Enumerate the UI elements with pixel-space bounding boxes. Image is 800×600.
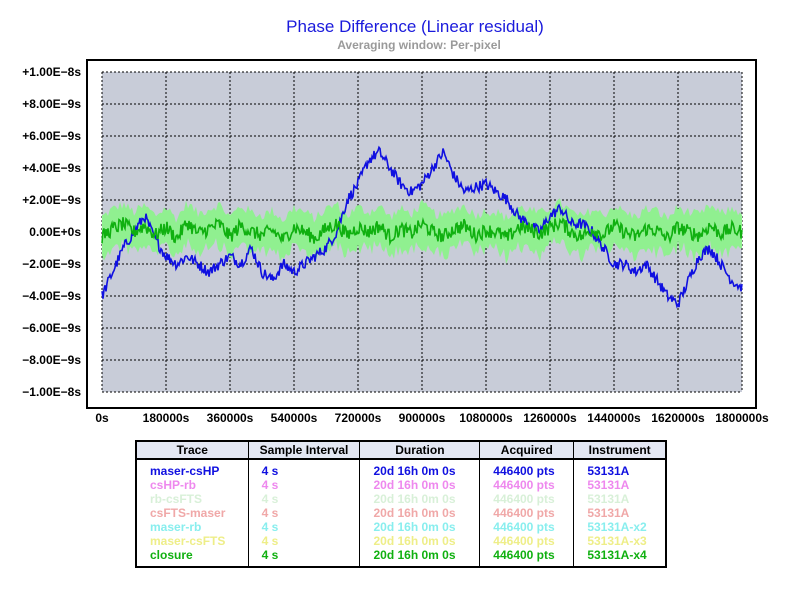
legend-row: maser-csHP 4 s 20d 16h 0m 0s 446400 pts 5313… <box>136 459 666 478</box>
x-tick-label: 360000s <box>207 411 254 425</box>
legend-header-interval: Sample Interval <box>247 441 360 460</box>
legend-cell-trace: csHP-rb <box>136 478 249 492</box>
legend-cell-interval: 4 s <box>247 520 360 534</box>
legend-header-row: Trace Sample Interval Duration Acquired … <box>136 441 666 460</box>
legend-cell-interval: 4 s <box>247 534 360 548</box>
x-tick-label: 540000s <box>271 411 318 425</box>
legend-cell-duration: 20d 16h 0m 0s <box>359 534 480 548</box>
legend-cell-acquired: 446400 pts <box>479 534 574 548</box>
y-tick-label: +8.00E−9s <box>22 97 81 111</box>
legend-row: maser-csFTS 4 s 20d 16h 0m 0s 446400 pts 531… <box>136 534 666 548</box>
legend-cell-acquired: 446400 pts <box>479 548 574 567</box>
legend-cell-trace: csFTS-maser <box>136 506 249 520</box>
legend-cell-interval: 4 s <box>247 492 360 506</box>
x-tick-label: 0s <box>95 411 109 425</box>
series-lines <box>101 145 743 309</box>
legend-cell-acquired: 446400 pts <box>479 478 574 492</box>
legend-cell-trace: rb-csFTS <box>136 492 249 506</box>
y-tick-label: −6.00E−9s <box>22 321 81 335</box>
x-tick-label: 1440000s <box>587 411 641 425</box>
y-tick-label: −2.00E−9s <box>22 257 81 271</box>
closure-band <box>102 198 742 264</box>
legend-body: maser-csHP 4 s 20d 16h 0m 0s 446400 pts 5313… <box>136 459 666 567</box>
y-tick-label: −1.00E−8s <box>22 385 81 399</box>
legend-cell-interval: 4 s <box>247 459 360 478</box>
legend-cell-duration: 20d 16h 0m 0s <box>359 459 480 478</box>
legend-cell-duration: 20d 16h 0m 0s <box>359 548 480 567</box>
x-tick-label: 1260000s <box>523 411 577 425</box>
legend-header-instrument: Instrument <box>573 441 666 460</box>
x-tick-label: 1620000s <box>651 411 705 425</box>
legend-header-acquired: Acquired <box>479 441 574 460</box>
legend-cell-trace: maser-rb <box>136 520 249 534</box>
series-line-maser-csHP <box>101 145 743 309</box>
y-tick-label: +1.00E−8s <box>22 65 81 79</box>
legend-cell-duration: 20d 16h 0m 0s <box>359 506 480 520</box>
legend-cell-instrument: 53131A-x3 <box>573 534 666 548</box>
x-tick-label: 900000s <box>399 411 446 425</box>
legend-cell-trace: maser-csHP <box>136 459 249 478</box>
legend-table: Trace Sample Interval Duration Acquired … <box>135 440 667 568</box>
legend-cell-instrument: 53131A <box>573 492 666 506</box>
legend-cell-duration: 20d 16h 0m 0s <box>359 478 480 492</box>
legend-cell-acquired: 446400 pts <box>479 520 574 534</box>
y-tick-label: +6.00E−9s <box>22 129 81 143</box>
legend-cell-instrument: 53131A <box>573 459 666 478</box>
legend-row: csHP-rb 4 s 20d 16h 0m 0s 446400 pts 53131A <box>136 478 666 492</box>
y-tick-label: 0.00E+0s <box>29 225 81 239</box>
legend-header-trace: Trace <box>136 441 249 460</box>
legend-cell-interval: 4 s <box>247 548 360 567</box>
legend-cell-interval: 4 s <box>247 478 360 492</box>
legend-cell-trace: closure <box>136 548 249 567</box>
legend-cell-duration: 20d 16h 0m 0s <box>359 492 480 506</box>
legend-row: csFTS-maser 4 s 20d 16h 0m 0s 446400 pts 531… <box>136 506 666 520</box>
legend-cell-instrument: 53131A <box>573 506 666 520</box>
y-tick-label: −8.00E−9s <box>22 353 81 367</box>
legend-row: rb-csFTS 4 s 20d 16h 0m 0s 446400 pts 53131A <box>136 492 666 506</box>
closure-envelope <box>102 198 742 264</box>
x-tick-label: 1800000s <box>715 411 769 425</box>
legend-header-duration: Duration <box>359 441 480 460</box>
y-tick-label: +4.00E−9s <box>22 161 81 175</box>
chart-subtitle: Averaging window: Per-pixel <box>337 38 501 52</box>
legend-cell-instrument: 53131A-x2 <box>573 520 666 534</box>
legend-cell-acquired: 446400 pts <box>479 492 574 506</box>
x-tick-labels: 0s 180000s 360000s 540000s 720000s 900000s 108… <box>95 411 769 425</box>
legend-cell-trace: maser-csFTS <box>136 534 249 548</box>
legend-cell-instrument: 53131A-x4 <box>573 548 666 567</box>
chart-title: Phase Difference (Linear residual) <box>286 17 544 36</box>
y-tick-label: +2.00E−9s <box>22 193 81 207</box>
x-tick-label: 180000s <box>143 411 190 425</box>
legend-cell-duration: 20d 16h 0m 0s <box>359 520 480 534</box>
legend-cell-interval: 4 s <box>247 506 360 520</box>
legend-cell-acquired: 446400 pts <box>479 506 574 520</box>
legend-row: maser-rb 4 s 20d 16h 0m 0s 446400 pts 53131A… <box>136 520 666 534</box>
x-tick-label: 720000s <box>335 411 382 425</box>
y-tick-labels: +1.00E−8s +8.00E−9s +6.00E−9s +4.00E−9s +2.0… <box>22 65 81 399</box>
legend-cell-acquired: 446400 pts <box>479 459 574 478</box>
legend-cell-instrument: 53131A <box>573 478 666 492</box>
series-line-closure <box>101 217 743 246</box>
y-tick-label: −4.00E−9s <box>22 289 81 303</box>
x-tick-label: 1080000s <box>459 411 513 425</box>
legend-row: closure 4 s 20d 16h 0m 0s 446400 pts 53131A-… <box>136 548 666 567</box>
